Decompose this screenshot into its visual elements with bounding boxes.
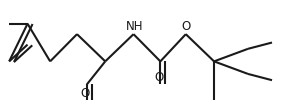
Text: O: O (181, 20, 191, 33)
Text: NH: NH (126, 20, 144, 33)
Text: O: O (154, 71, 164, 84)
Text: O: O (81, 87, 90, 100)
